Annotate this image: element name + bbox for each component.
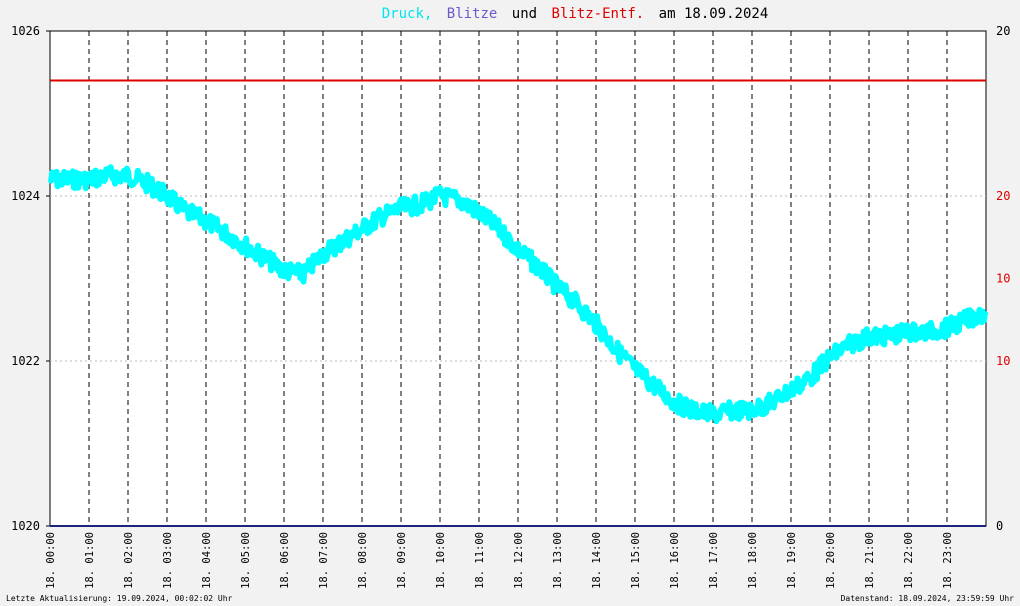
- x-tick-label: 18. 11:00: [474, 532, 486, 589]
- x-tick-label: 18. 21:00: [864, 532, 876, 589]
- x-tick-label: 18. 00:00: [45, 532, 57, 589]
- x-tick-label: 18. 16:00: [669, 532, 681, 589]
- x-tick-label: 18. 22:00: [903, 532, 915, 589]
- x-tick-label: 18. 17:00: [708, 532, 720, 589]
- title-blitz-entf: Blitz-Entf.: [552, 6, 645, 22]
- footer-right: Datenstand: 18.09.2024, 23:59:59 Uhr: [841, 594, 1015, 603]
- y-tick-label-right-red: 20: [996, 189, 1010, 203]
- x-tick-label: 18. 05:00: [240, 532, 252, 589]
- x-tick-label: 18. 04:00: [201, 532, 213, 589]
- y-tick-label-right: 20: [996, 24, 1010, 38]
- x-tick-label: 18. 03:00: [162, 532, 174, 589]
- x-tick-label: 18. 02:00: [123, 532, 135, 589]
- x-tick-label: 18. 10:00: [435, 532, 447, 589]
- x-tick-label: 18. 20:00: [825, 532, 837, 589]
- series-layer: [47, 79, 989, 527]
- y-tick-label-right-red: 10: [996, 272, 1010, 286]
- x-tick-label: 18. 23:00: [942, 532, 954, 589]
- y-tick-label-right: 0: [996, 519, 1003, 533]
- x-tick-label: 18. 14:00: [591, 532, 603, 589]
- series-druck-line: [49, 164, 987, 424]
- x-tick-label: 18. 01:00: [84, 532, 96, 589]
- axis-layer: 18. 00:00 18. 01:00 18. 02:00 18. 03:00 18. …: [11, 24, 1010, 589]
- y-tick-label-right-red: 10: [996, 354, 1010, 368]
- x-tick-label: 18. 06:00: [279, 532, 291, 589]
- y-tick-label-left: 1024: [11, 189, 40, 203]
- x-tick-label: 18. 09:00: [396, 532, 408, 589]
- title-druck: Druck,: [382, 6, 433, 22]
- footer-left: Letzte Aktualisierung: 19.09.2024, 00:02…: [6, 594, 233, 603]
- x-tick-label: 18. 15:00: [630, 532, 642, 589]
- x-tick-label: 18. 12:00: [513, 532, 525, 589]
- y-tick-label-left: 1022: [11, 354, 40, 368]
- x-tick-label: 18. 13:00: [552, 532, 564, 589]
- title-und: und: [512, 6, 537, 22]
- x-tick-label: 18. 18:00: [747, 532, 759, 589]
- x-tick-label: 18. 08:00: [357, 532, 369, 589]
- chart-title: Druck, Blitze und Blitz-Entf. am 18.09.2…: [382, 6, 769, 22]
- y-tick-label-left: 1026: [11, 24, 40, 38]
- title-blitze: Blitze: [447, 6, 498, 22]
- x-tick-label: 18. 19:00: [786, 532, 798, 589]
- y-tick-label-left: 1020: [11, 519, 40, 533]
- x-tick-label: 18. 07:00: [318, 532, 330, 589]
- title-date: am 18.09.2024: [659, 6, 769, 22]
